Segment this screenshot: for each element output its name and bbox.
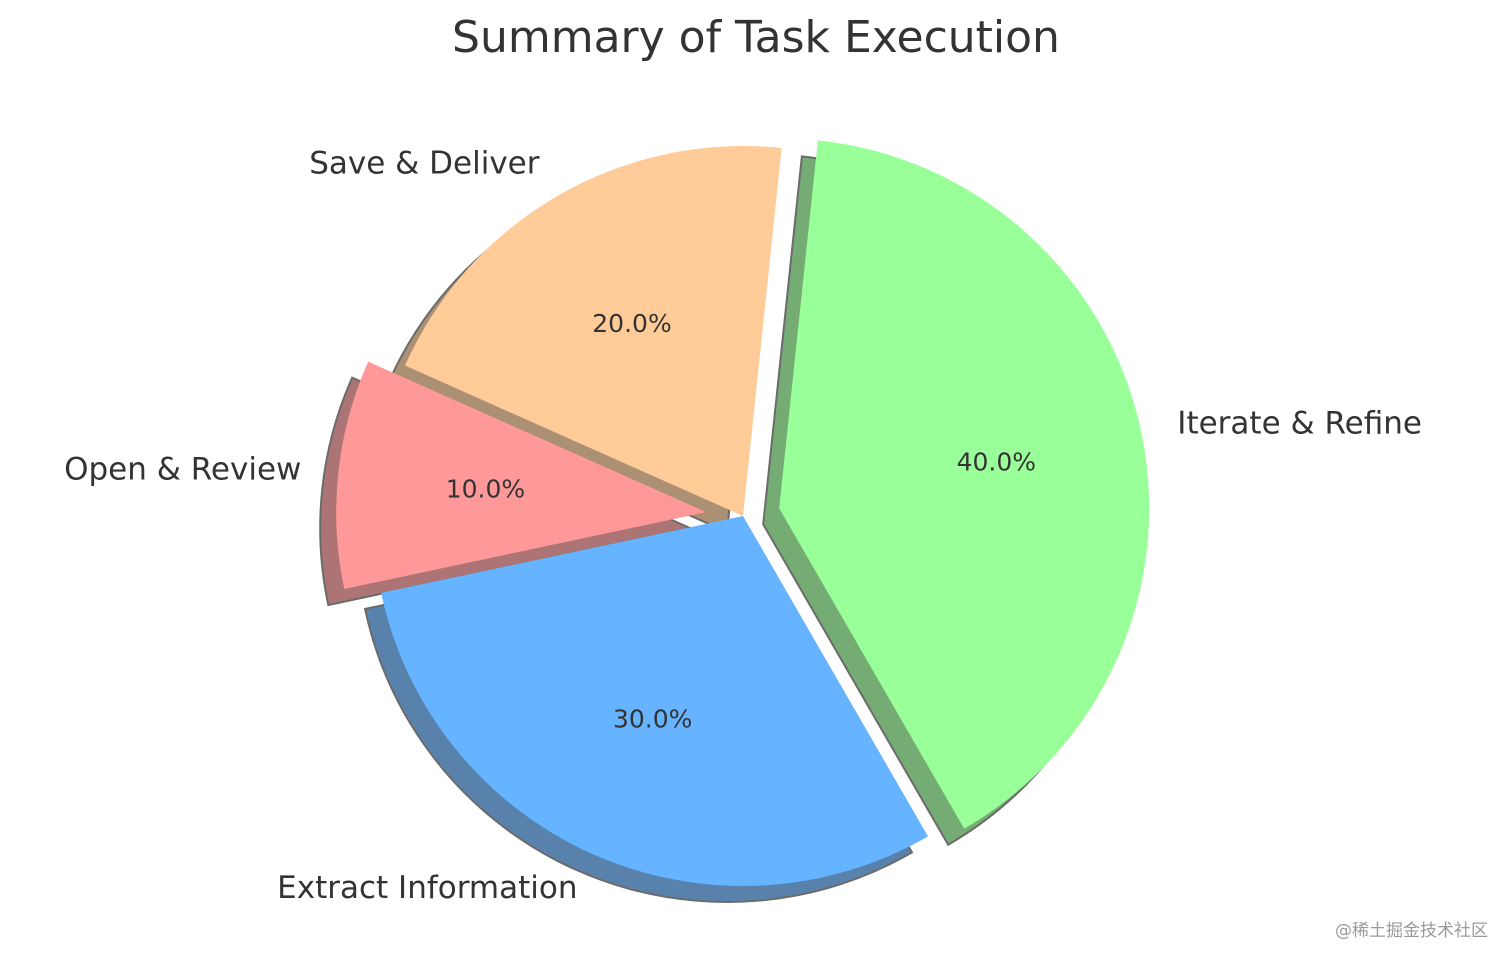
chart-title: Summary of Task Execution — [452, 12, 1060, 63]
pie-slices — [336, 140, 1150, 886]
pct-label-open-review: 10.0% — [446, 474, 525, 503]
watermark: @稀土掘金技术社区 — [1335, 921, 1488, 941]
category-label-iterate-refine: Iterate & Refine — [1177, 406, 1422, 442]
pct-label-save-deliver: 20.0% — [592, 309, 671, 338]
category-label-extract-information: Extract Information — [277, 870, 577, 906]
slice-open-review — [336, 361, 707, 590]
slice-save-deliver — [404, 146, 782, 517]
pct-label-iterate-refine: 40.0% — [957, 448, 1036, 477]
category-label-save-deliver: Save & Deliver — [309, 146, 540, 182]
pie-labels: 40.0% Iterate & Refine 20.0% Save & Deliver… — [64, 146, 1422, 906]
slice-iterate-refine — [779, 140, 1150, 829]
slice-extract-information — [381, 516, 929, 886]
pct-label-extract-information: 30.0% — [613, 704, 692, 733]
category-label-open-review: Open & Review — [64, 452, 301, 488]
